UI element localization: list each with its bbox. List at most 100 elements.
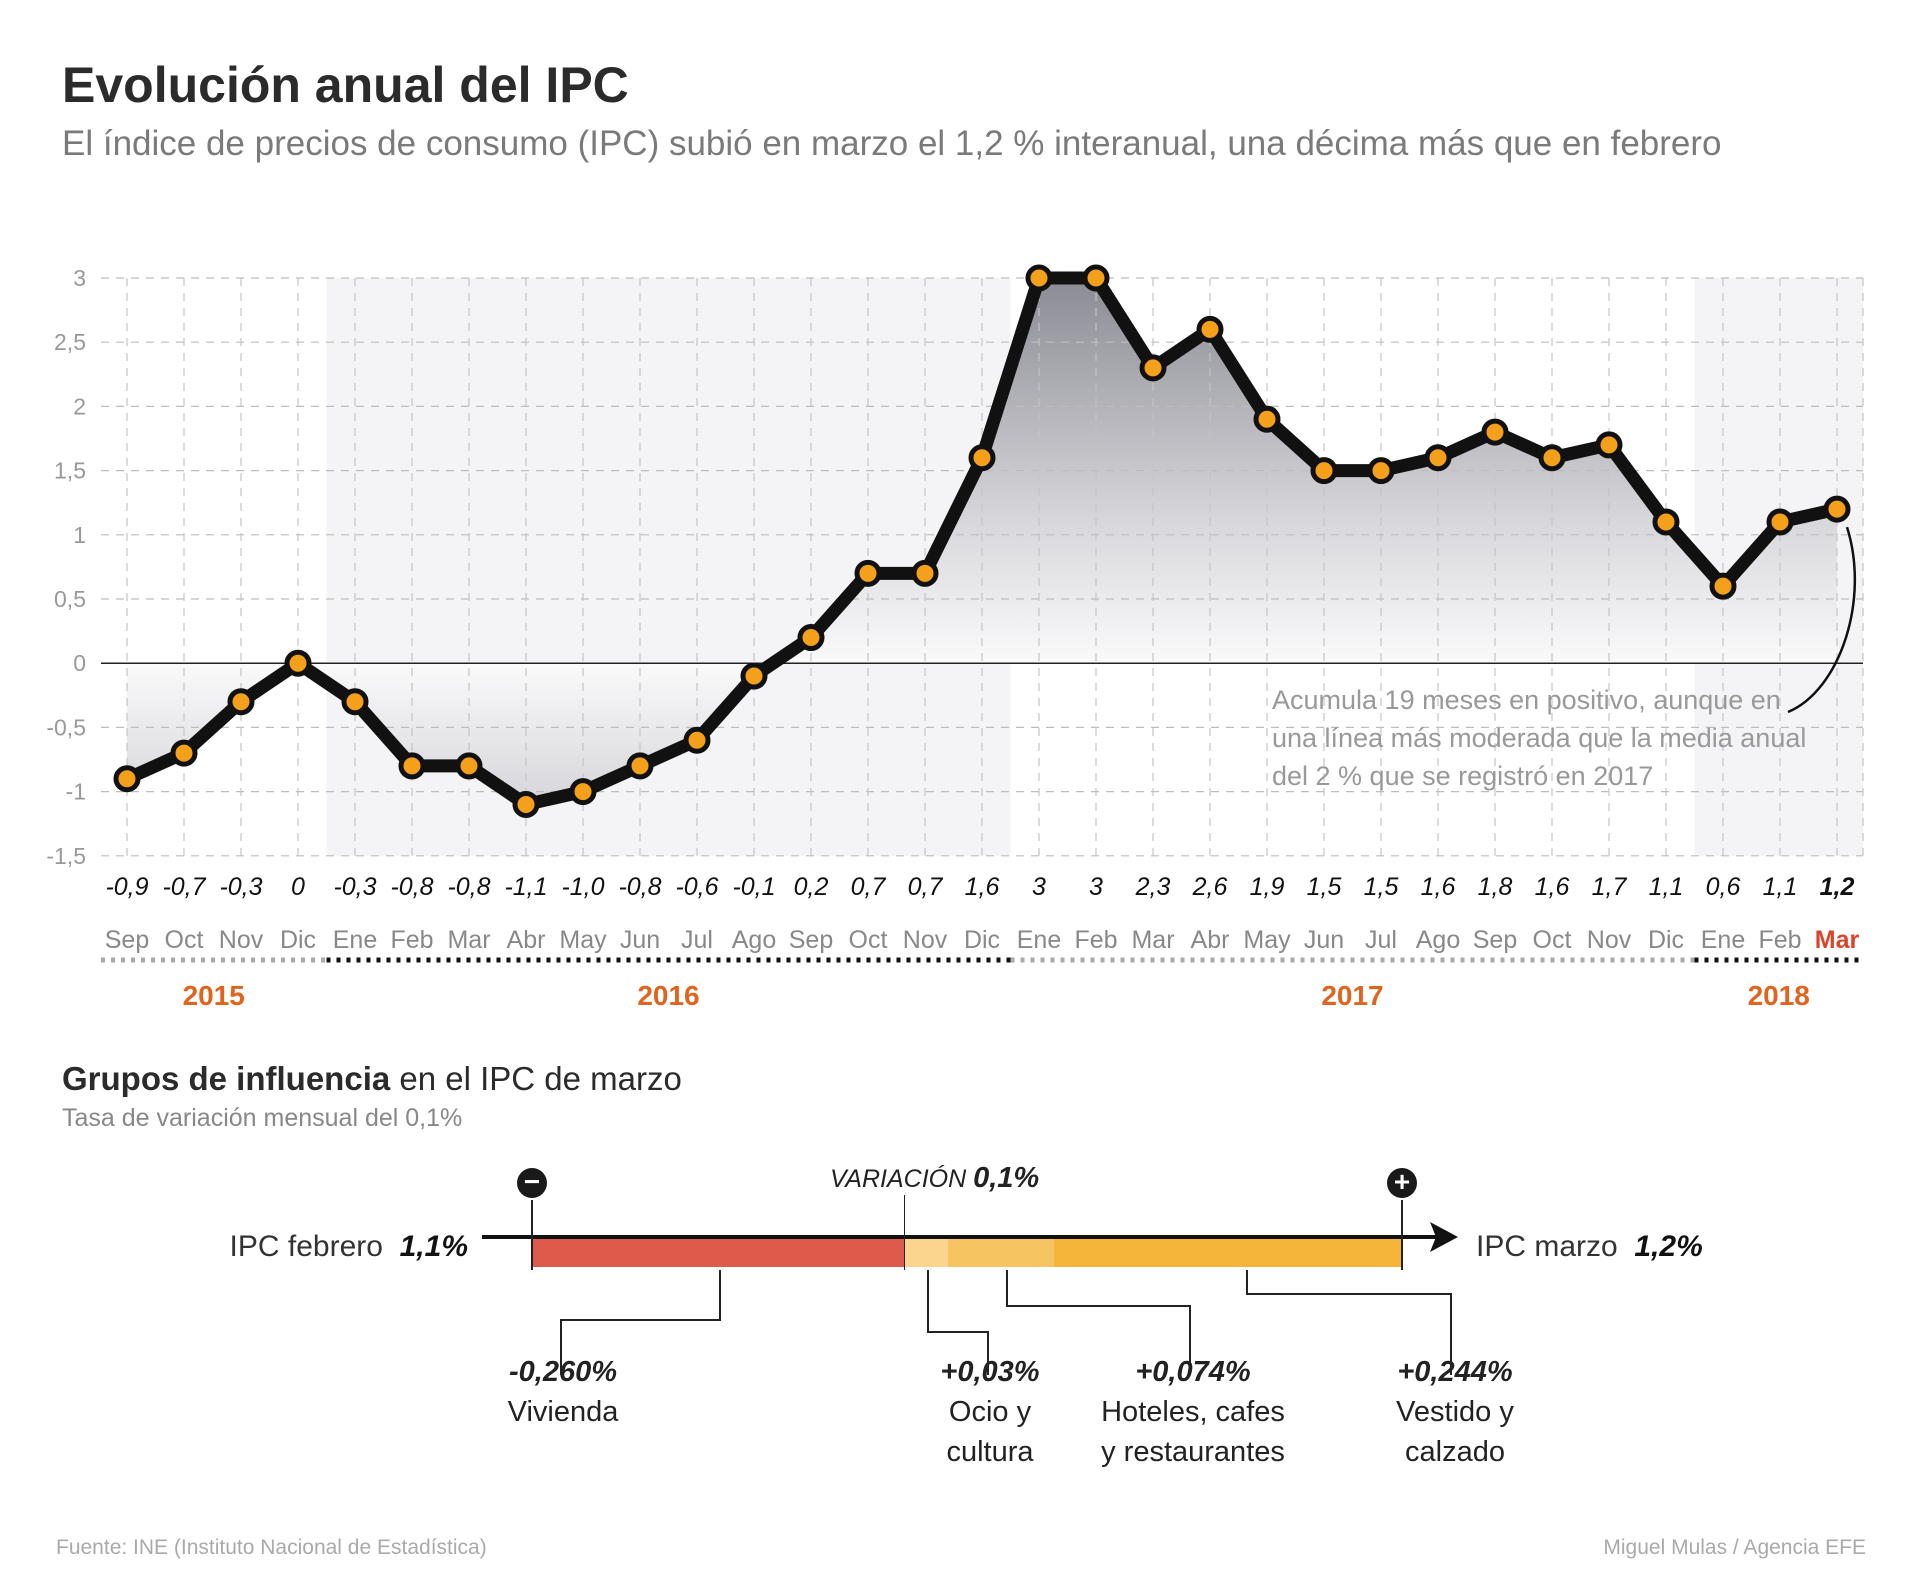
data-point — [1310, 457, 1338, 485]
data-label: 0,2 — [794, 873, 829, 901]
data-label: -0,3 — [333, 873, 376, 901]
data-point — [1025, 264, 1053, 292]
x-tick-label: Oct — [849, 926, 888, 954]
data-point — [113, 765, 141, 793]
annotation-text: del 2 % que se registró en 2017 — [1272, 761, 1653, 791]
bar-axis-arrow — [482, 1235, 1442, 1239]
data-label: 2,6 — [1192, 873, 1228, 901]
plus-icon: + — [1387, 1168, 1417, 1198]
callout-label: y restaurantes — [1101, 1436, 1285, 1468]
y-tick-label: 1 — [73, 522, 86, 548]
x-tick-label: Nov — [219, 926, 264, 954]
data-point — [1082, 264, 1110, 292]
data-label: 1,7 — [1592, 873, 1628, 901]
data-point — [398, 752, 426, 780]
data-point — [1139, 354, 1167, 382]
data-label: 3 — [1089, 873, 1103, 901]
data-point — [626, 752, 654, 780]
x-tick-label: Jun — [620, 926, 660, 954]
end-label: IPC marzo — [1476, 1230, 1618, 1263]
x-tick-label: Dic — [1648, 926, 1684, 954]
arrow-head-icon — [1430, 1222, 1458, 1252]
annotation-leader — [1787, 526, 1857, 714]
data-label: 1,5 — [1307, 873, 1342, 901]
year-label: 2016 — [637, 980, 699, 1011]
variation-tick — [904, 1195, 905, 1270]
x-tick-label: Jul — [1365, 926, 1397, 954]
data-point — [455, 752, 483, 780]
data-point — [284, 649, 312, 677]
data-label: 1,1 — [1763, 873, 1798, 901]
data-label: 2,3 — [1135, 873, 1171, 901]
x-tick-label: Feb — [390, 926, 433, 954]
x-tick-label: May — [1243, 926, 1291, 954]
data-label: -1,0 — [561, 873, 604, 901]
x-tick-label: Sep — [1473, 926, 1517, 954]
variation-text: VARIACIÓN — [830, 1165, 967, 1193]
data-point — [854, 559, 882, 587]
data-point — [1481, 418, 1509, 446]
x-tick-label: Dic — [964, 926, 1000, 954]
data-label: 0,7 — [851, 873, 887, 901]
callout-value: +0,074% — [1135, 1356, 1251, 1388]
y-tick-label: 0 — [73, 650, 86, 676]
callout-label: Ocio y — [948, 1396, 1032, 1428]
x-tick-label: Oct — [165, 926, 204, 954]
leader-vivienda-h — [560, 1319, 721, 1321]
y-tick-label: 0,5 — [54, 586, 86, 612]
segment-vestido — [1054, 1237, 1402, 1267]
data-point — [797, 624, 825, 652]
data-point — [227, 688, 255, 716]
minus-icon: − — [517, 1168, 547, 1198]
x-tick-label: Ene — [333, 926, 377, 954]
data-point — [740, 662, 768, 690]
leader-vestido-v — [1450, 1293, 1452, 1375]
influence-subtitle: Tasa de variación mensual del 0,1% — [62, 1104, 463, 1132]
data-point — [569, 778, 597, 806]
leader-ocio — [927, 1270, 929, 1333]
data-point — [1538, 444, 1566, 472]
y-tick-label: 2,5 — [54, 329, 86, 355]
callout-value: +0,244% — [1397, 1356, 1513, 1388]
end-value: 1,2% — [1634, 1230, 1703, 1263]
variation-value: 0,1% — [973, 1162, 1040, 1194]
source-note: Fuente: INE (Instituto Nacional de Estad… — [56, 1536, 487, 1559]
x-tick-label: Mar — [447, 926, 490, 954]
data-point — [968, 444, 996, 472]
influence-title-bold: Grupos de influencia — [62, 1060, 391, 1097]
x-tick-label: Sep — [789, 926, 833, 954]
y-tick-label: -1,5 — [46, 843, 86, 869]
data-label: 1,8 — [1478, 873, 1513, 901]
y-tick-label: -1 — [66, 779, 86, 805]
data-label: -0,1 — [732, 873, 775, 901]
y-tick-label: 2 — [73, 393, 86, 419]
variation-label: VARIACIÓN 0,1% — [830, 1162, 1039, 1195]
data-label: -1,1 — [504, 873, 547, 901]
data-label: 1,9 — [1250, 873, 1285, 901]
year-label: 2018 — [1748, 980, 1810, 1011]
data-label: 1,6 — [1535, 873, 1570, 901]
callout-ocio: +0,03% Ocio y cultura — [940, 1352, 1039, 1472]
ipc-febrero-label: IPC febrero 1,1% — [230, 1230, 468, 1264]
x-tick-label: Ago — [732, 926, 776, 954]
x-tick-label: Feb — [1758, 926, 1801, 954]
data-label: 1,6 — [1421, 873, 1456, 901]
leader-hoteles-h — [1006, 1305, 1191, 1307]
annotation-text: una línea más moderada que la media anua… — [1272, 723, 1806, 753]
start-tick — [531, 1200, 533, 1270]
data-label: -0,8 — [447, 873, 490, 901]
leader-vestido-h — [1246, 1293, 1452, 1295]
page-title: Evolución anual del IPC — [62, 57, 629, 113]
page-subtitle: El índice de precios de consumo (IPC) su… — [62, 124, 1722, 163]
data-point — [1652, 508, 1680, 536]
data-label: -0,9 — [105, 873, 148, 901]
callout-label: Vestido y — [1396, 1396, 1514, 1428]
x-tick-label: Abr — [507, 926, 546, 954]
x-tick-label: Mar — [1815, 926, 1860, 954]
data-point — [1253, 405, 1281, 433]
leader-ocio-h — [927, 1331, 989, 1333]
data-point — [683, 726, 711, 754]
ipc-marzo-label: IPC marzo 1,2% — [1476, 1230, 1703, 1264]
x-tick-label: Nov — [903, 926, 948, 954]
data-point — [1196, 315, 1224, 343]
